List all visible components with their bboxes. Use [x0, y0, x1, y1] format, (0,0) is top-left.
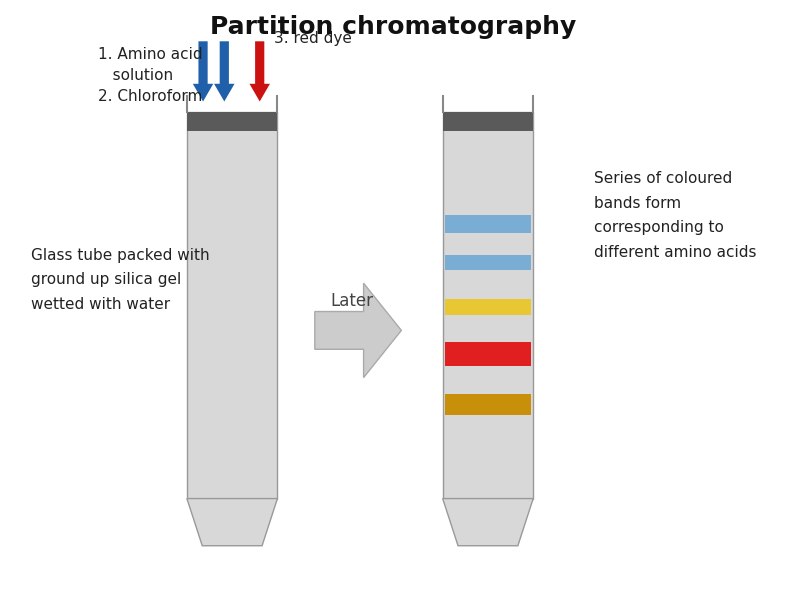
Bar	[442, 112, 534, 499]
Polygon shape	[442, 499, 534, 546]
Text: Partition chromatography: Partition chromatography	[210, 15, 577, 39]
Text: 1. Amino acid
   solution
2. Chloroform: 1. Amino acid solution 2. Chloroform	[98, 47, 203, 104]
Bar	[445, 394, 530, 415]
Bar	[187, 112, 278, 499]
Bar	[445, 342, 530, 366]
Text: Later: Later	[331, 291, 374, 310]
Text: Glass tube packed with
ground up silica gel
wetted with water: Glass tube packed with ground up silica …	[31, 248, 210, 312]
Bar	[445, 255, 530, 270]
Text: 3. red dye: 3. red dye	[274, 31, 352, 45]
Bar	[187, 112, 278, 131]
Polygon shape	[193, 41, 213, 101]
Polygon shape	[187, 499, 277, 546]
Bar	[442, 112, 534, 131]
Polygon shape	[315, 283, 401, 378]
Text: Series of coloured
bands form
corresponding to
different amino acids: Series of coloured bands form correspond…	[594, 171, 756, 260]
Bar	[445, 215, 530, 233]
Polygon shape	[214, 41, 235, 101]
Bar	[445, 299, 530, 315]
Polygon shape	[249, 41, 270, 101]
